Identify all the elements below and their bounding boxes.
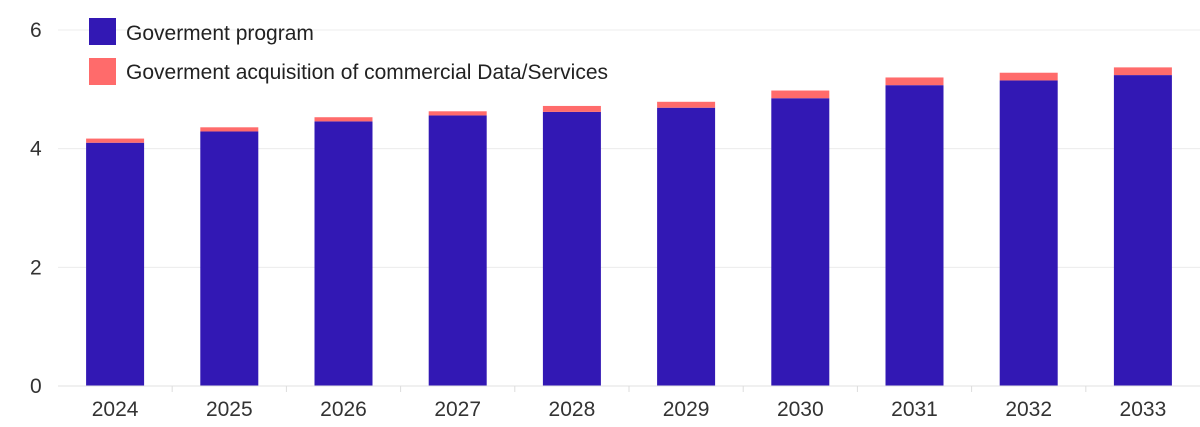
- legend: Goverment program Goverment acquisition …: [89, 18, 608, 85]
- y-tick-label-6: 6: [30, 19, 42, 42]
- bar-2026-series-0: [314, 121, 373, 386]
- legend-item-commercial-data[interactable]: Goverment acquisition of commercial Data…: [89, 58, 608, 85]
- y-tick-label-0: 0: [30, 375, 42, 398]
- bar-2027-series-0: [428, 115, 487, 386]
- x-tick-label-2026: 2026: [320, 398, 367, 421]
- bar-2029-series-0: [657, 107, 716, 386]
- x-tick-label-2024: 2024: [92, 398, 139, 421]
- legend-label-commercial-data: Goverment acquisition of commercial Data…: [126, 61, 608, 84]
- bar-2028-series-0: [542, 111, 601, 386]
- legend-label-government-program: Goverment program: [126, 22, 314, 45]
- y-tick-label-4: 4: [30, 138, 42, 161]
- bar-2025-series-1: [200, 127, 259, 132]
- x-tick-label-2029: 2029: [663, 398, 710, 421]
- y-tick-label-2: 2: [30, 256, 42, 279]
- bar-2026-series-1: [314, 117, 373, 122]
- bar-2024-series-0: [86, 142, 145, 386]
- bars: [86, 67, 1172, 387]
- legend-swatch-government-program: [89, 18, 116, 45]
- bar-2032-series-0: [999, 80, 1058, 386]
- bar-2024-series-1: [86, 138, 145, 143]
- x-tick-label-2025: 2025: [206, 398, 253, 421]
- x-axis-ticks: 2024 2025 2026 2027 2028 2029 2030 2031 2032 2033: [92, 386, 1167, 421]
- bar-2027-series-1: [428, 111, 487, 116]
- bar-2029-series-1: [657, 101, 716, 108]
- x-tick-label-2032: 2032: [1005, 398, 1052, 421]
- x-tick-label-2033: 2033: [1120, 398, 1167, 421]
- bar-2025-series-0: [200, 131, 259, 386]
- x-tick-label-2030: 2030: [777, 398, 824, 421]
- bar-2031-series-1: [885, 77, 944, 86]
- legend-swatch-commercial-data: [89, 58, 116, 85]
- bar-2032-series-1: [999, 72, 1058, 81]
- bar-2033-series-0: [1113, 75, 1172, 387]
- bar-2030-series-0: [771, 98, 830, 386]
- bar-2031-series-0: [885, 85, 944, 387]
- bar-2028-series-1: [542, 105, 601, 112]
- x-tick-label-2027: 2027: [434, 398, 481, 421]
- x-tick-label-2031: 2031: [891, 398, 938, 421]
- legend-item-government-program[interactable]: Goverment program: [89, 18, 314, 45]
- bar-2030-series-1: [771, 90, 830, 99]
- bar-2033-series-1: [1113, 67, 1172, 76]
- y-axis-ticks: 0 2 4 6: [30, 19, 42, 398]
- x-tick-label-2028: 2028: [549, 398, 596, 421]
